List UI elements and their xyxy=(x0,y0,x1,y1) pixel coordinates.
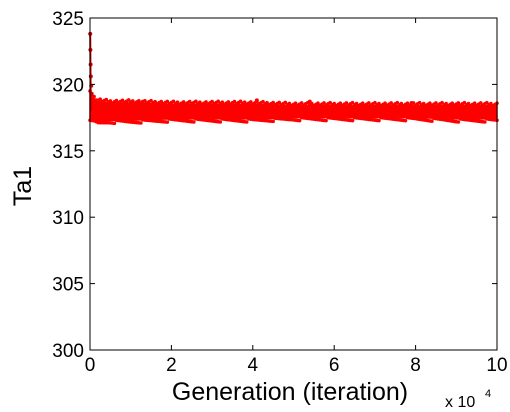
data-point xyxy=(98,97,102,101)
x-axis-title: Generation (iteration) xyxy=(172,378,408,406)
y-tick-label: 325 xyxy=(52,9,84,30)
x-axis-multiplier: x 10 xyxy=(445,394,475,411)
data-point xyxy=(218,120,223,124)
data-point xyxy=(377,118,381,123)
data-point xyxy=(430,119,434,123)
plot-frame xyxy=(89,17,498,351)
data-point xyxy=(165,120,170,124)
data-point xyxy=(112,121,117,126)
x-axis-ticks: 0 2 4 6 8 10 xyxy=(85,18,508,376)
x-tick-label: 6 xyxy=(329,355,340,376)
outlier-point xyxy=(454,102,459,107)
outlier-point xyxy=(409,100,414,105)
data-point xyxy=(350,118,355,123)
data-point xyxy=(456,120,461,124)
y-tick-label: 300 xyxy=(52,341,84,362)
plot-area xyxy=(90,18,497,350)
data-point xyxy=(244,120,249,124)
data-point xyxy=(403,118,408,123)
outlier-point xyxy=(181,100,186,105)
data-point xyxy=(271,119,275,124)
y-axis-ticks: 300 305 310 315 320 325 xyxy=(52,9,497,362)
x-tick-label: 10 xyxy=(486,355,507,376)
outlier-point xyxy=(254,98,259,103)
outlier-point xyxy=(307,99,312,104)
y-tick-label: 305 xyxy=(52,275,84,296)
y-tick-label: 315 xyxy=(52,142,84,163)
x-tick-label: 2 xyxy=(166,355,177,376)
y-tick-label: 320 xyxy=(52,75,84,96)
y-tick-label: 310 xyxy=(52,208,84,229)
data-point xyxy=(139,121,143,125)
data-point xyxy=(297,118,302,123)
data-point xyxy=(324,118,328,123)
y-axis-title: Ta1 xyxy=(9,166,37,206)
outlier-point xyxy=(140,99,145,104)
data-point xyxy=(482,120,487,124)
data-point xyxy=(92,94,96,99)
data-markers xyxy=(88,31,499,126)
x-tick-label: 4 xyxy=(248,355,259,376)
x-tick-label: 0 xyxy=(85,355,96,376)
x-tick-label: 8 xyxy=(410,355,421,376)
x-axis-multiplier-exponent: 4 xyxy=(485,388,491,400)
data-point xyxy=(104,97,109,102)
data-point xyxy=(191,120,196,124)
